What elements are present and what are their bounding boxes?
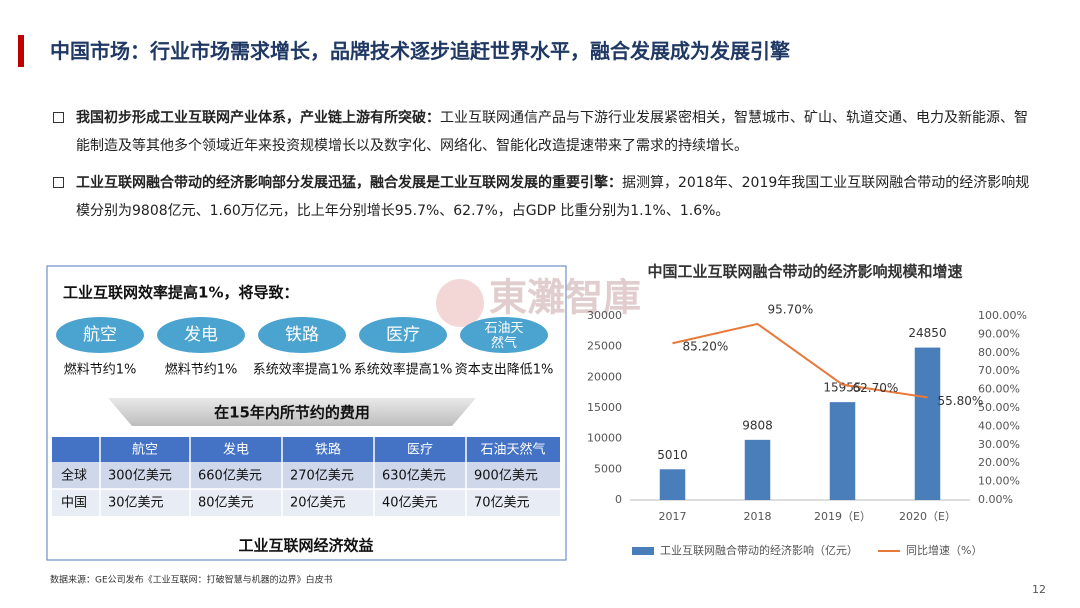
watermark-logo	[436, 279, 484, 327]
title-accent	[18, 35, 24, 67]
sector-name: 石油天然气	[484, 321, 523, 351]
panel-caption: 工业互联网经济效益	[238, 537, 373, 555]
sector-name: 发电	[184, 325, 218, 345]
line	[672, 322, 928, 399]
bullet-marker	[53, 177, 64, 188]
sector-oval	[460, 317, 548, 353]
banner-text: 在15年内所节约的费用	[214, 404, 370, 422]
x-tick-label: 2019（E）	[814, 510, 871, 523]
sector-oval	[157, 317, 245, 353]
table-col-header: 发电	[223, 442, 249, 458]
table-cell: 270亿美元	[290, 469, 354, 484]
y2-tick-label: 0.00%	[978, 493, 1013, 506]
bar	[744, 439, 771, 500]
sector-name: 医疗	[386, 325, 420, 345]
bullet-text: 据测算，2018年、2019年我国工业互联网融合带动的经济影响规模分别为9808…	[76, 175, 1030, 219]
y-tick-label: 20000	[587, 370, 622, 383]
sector-effect: 系统效率提高1%	[253, 362, 352, 378]
bullet: 工业互联网融合带动的经济影响部分发展迅猛，融合发展是工业互联网发展的重要引擎：据…	[76, 169, 1036, 225]
bullet-text: 工业互联网通信产品与下游行业发展紧密相关，智慧城市、矿山、轨道交通、电力及新能源…	[76, 110, 1028, 154]
sector-effect: 资本支出降低1%	[455, 363, 554, 378]
chart-title: 中国工业互联网融合带动的经济影响规模和增速	[647, 263, 962, 281]
sector-oval	[258, 317, 346, 353]
table-col-header: 石油天然气	[480, 442, 545, 458]
data-label: 55.80%	[938, 394, 984, 408]
bar	[914, 347, 941, 500]
sector-name: 航空	[83, 325, 117, 345]
sector-name: 然气	[491, 335, 517, 351]
table-row-label: 全球	[61, 468, 87, 484]
table-row	[52, 462, 560, 489]
sector-name: 石油天	[484, 321, 523, 336]
data-label: 24850	[908, 326, 946, 340]
bar	[659, 469, 686, 500]
bullet-lead: 工业互联网融合带动的经济影响部分发展迅猛，融合发展是工业互联网发展的重要引擎：	[76, 175, 622, 191]
sector-oval	[359, 317, 447, 353]
legend-label: 同比增速（%）	[906, 543, 982, 557]
data-label: 5010	[657, 448, 688, 462]
x-tick-label: 2018	[744, 510, 772, 523]
banner-shape	[108, 398, 476, 426]
table-row	[52, 489, 560, 516]
page-number: 12	[1032, 583, 1046, 596]
table-header	[52, 437, 560, 462]
data-label: 9808	[742, 418, 773, 432]
data-label: 85.20%	[683, 340, 729, 354]
table-col-header: 铁路	[315, 442, 341, 458]
y2-tick-label: 50.00%	[978, 401, 1020, 414]
slide-title: 中国市场：行业市场需求增长，品牌技术逐步追赶世界水平，融合发展成为发展引擎	[50, 39, 790, 63]
watermark: 東灘智庫	[489, 276, 641, 320]
y-tick-label: 10000	[587, 432, 622, 445]
table-cell: 900亿美元	[474, 469, 538, 484]
sector-effect: 燃料节约1%	[64, 362, 137, 378]
x-tick-label: 2017	[659, 510, 687, 523]
table-col-header: 医疗	[407, 443, 433, 458]
table-cell: 40亿美元	[382, 496, 438, 511]
legend-label: 工业互联网融合带动的经济影响（亿元）	[660, 543, 858, 557]
data-label: 62.70%	[853, 381, 899, 395]
y-tick-label: 0	[615, 493, 622, 506]
x-tick-label: 2020（E）	[899, 510, 956, 523]
y2-tick-label: 20.00%	[978, 456, 1020, 469]
y-tick-label: 5000	[594, 462, 622, 475]
table-cell: 630亿美元	[382, 469, 446, 484]
y-tick-label: 25000	[587, 340, 622, 353]
y2-tick-label: 100.00%	[978, 309, 1027, 322]
table-col-header: 航空	[132, 442, 158, 458]
y-tick-label: 15000	[587, 401, 622, 414]
y-tick-label: 30000	[587, 309, 622, 322]
table-cell: 300亿美元	[108, 469, 172, 484]
y2-tick-label: 40.00%	[978, 419, 1020, 432]
table-row-label: 中国	[61, 496, 87, 511]
sector-effect: 系统效率提高1%	[354, 362, 453, 378]
bullet-lead: 我国初步形成工业互联网产业体系，产业链上游有所突破：	[76, 110, 440, 126]
table-cell: 70亿美元	[474, 496, 530, 511]
y2-tick-label: 70.00%	[978, 364, 1020, 377]
data-label: 15955	[823, 381, 861, 395]
source-note: 数据来源：GE公司发布《工业互联网：打破智慧与机器的边界》白皮书	[50, 574, 333, 586]
y2-tick-label: 60.00%	[978, 383, 1020, 396]
y2-tick-label: 30.00%	[978, 438, 1020, 451]
table-cell: 80亿美元	[198, 496, 254, 511]
sector-name: 铁路	[285, 325, 319, 345]
bar	[829, 402, 856, 500]
y2-tick-label: 80.00%	[978, 346, 1020, 359]
sector-oval	[56, 317, 144, 353]
table-cell: 20亿美元	[290, 496, 346, 511]
bullet-marker	[53, 112, 64, 123]
y2-tick-label: 90.00%	[978, 327, 1020, 340]
table-cell: 30亿美元	[108, 496, 164, 511]
data-label: 95.70%	[768, 302, 814, 316]
panel-frame	[46, 265, 567, 561]
panel-title: 工业互联网效率提高1%，将导致：	[63, 284, 298, 302]
legend-swatch	[632, 547, 654, 555]
y2-tick-label: 10.00%	[978, 475, 1020, 488]
bullet: 我国初步形成工业互联网产业体系，产业链上游有所突破：工业互联网通信产品与下游行业…	[76, 104, 1036, 160]
sector-effect: 燃料节约1%	[165, 362, 238, 378]
table-cell: 660亿美元	[198, 469, 262, 484]
